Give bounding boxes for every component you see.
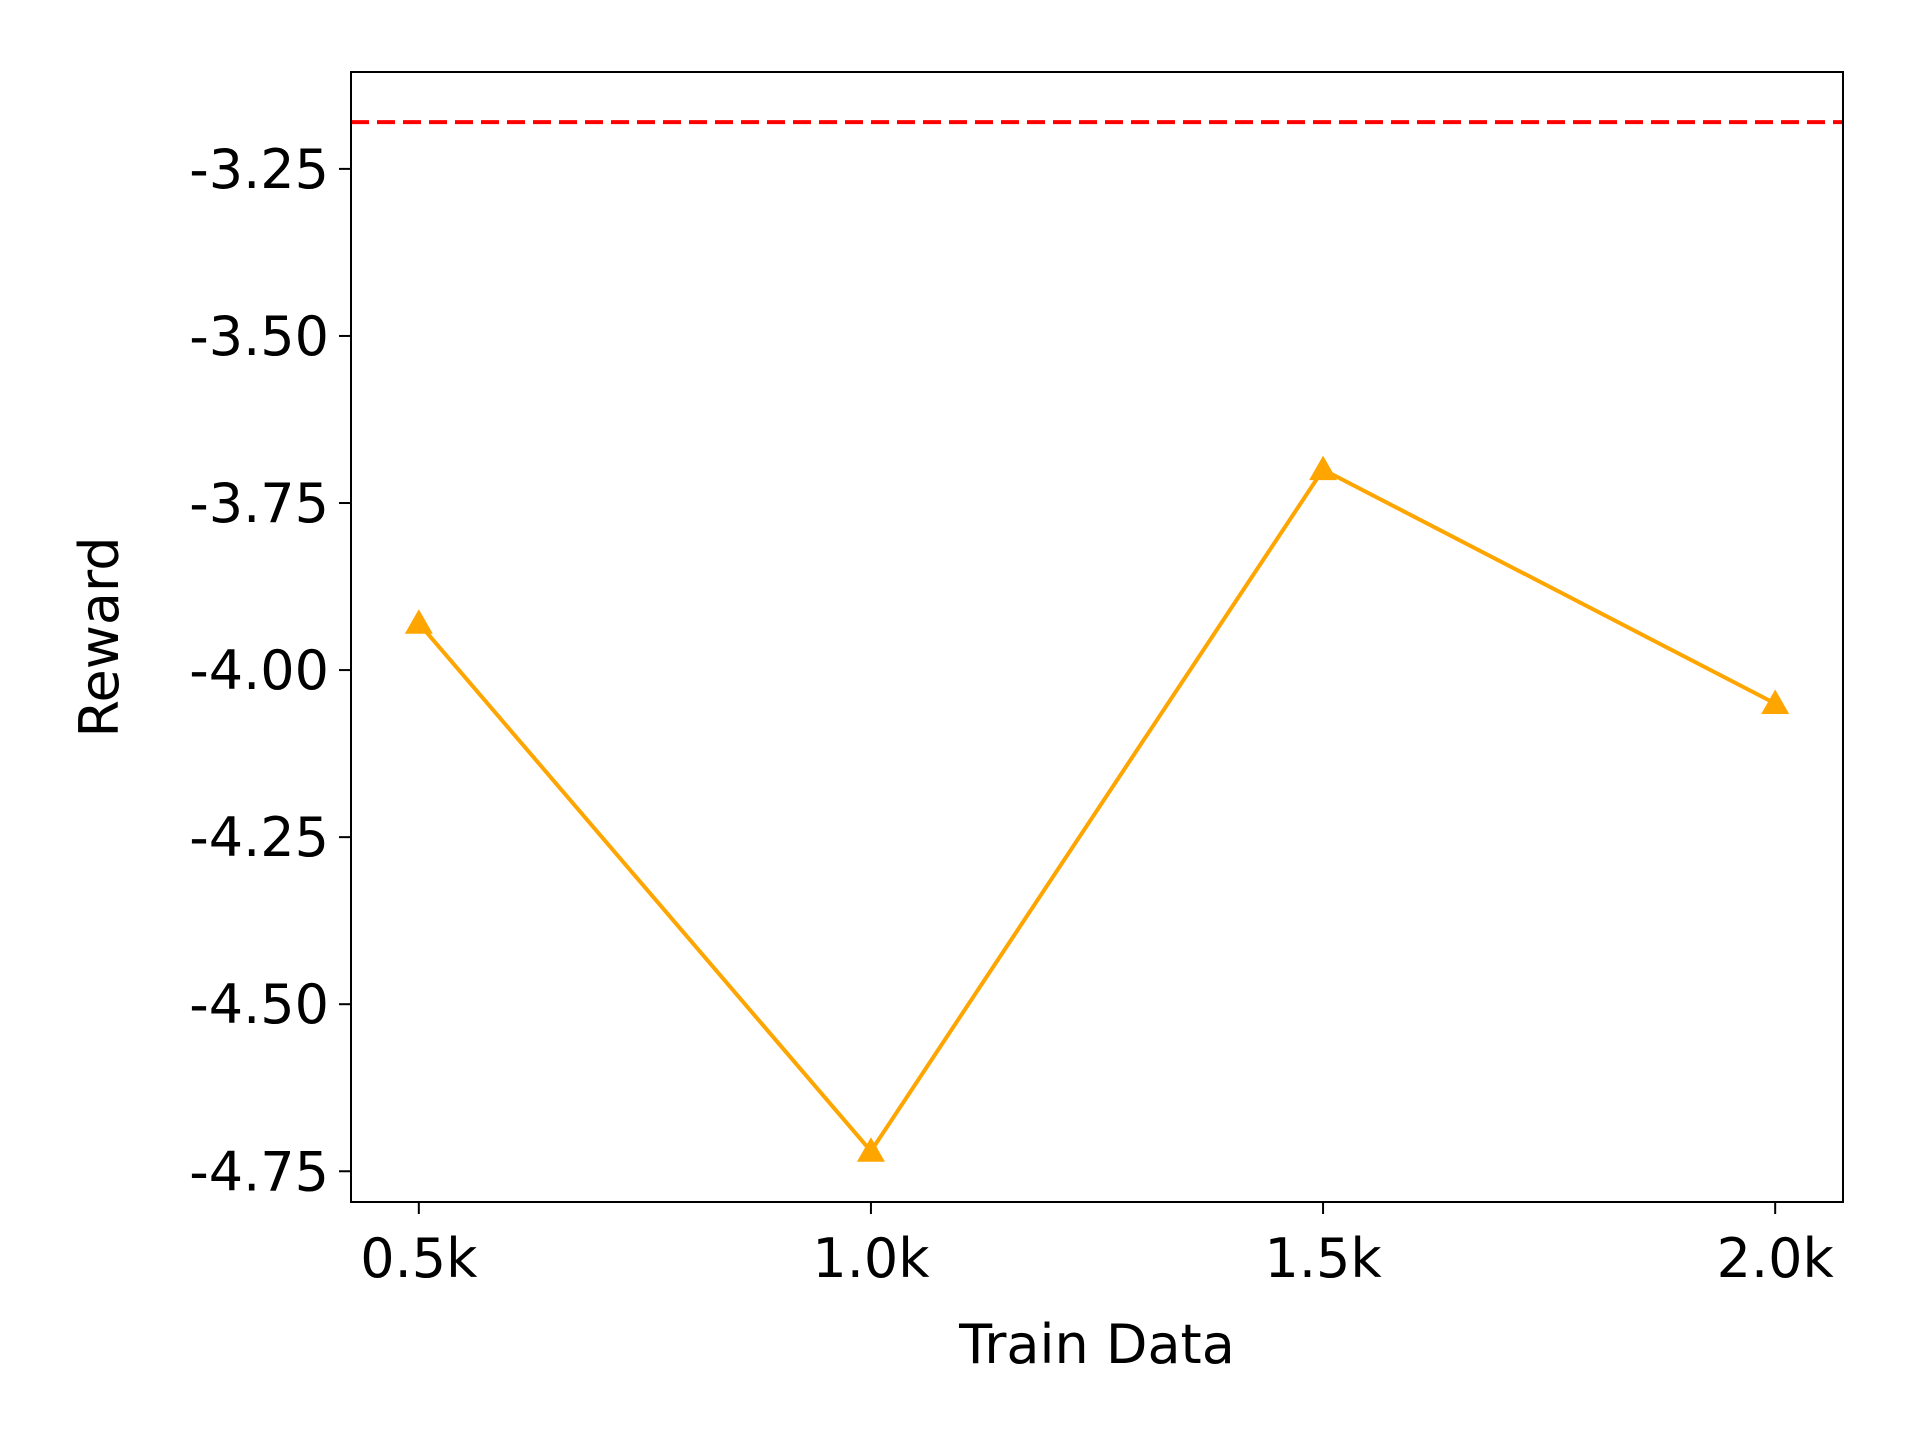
y-tick-label: -3.25 — [189, 138, 329, 201]
y-axis-label: Reward — [68, 536, 131, 737]
marker — [404, 609, 433, 634]
x-tick-label: 1.5k — [1264, 1227, 1382, 1290]
y-tick-label: -3.75 — [189, 472, 329, 535]
x-axis-label: Train Data — [958, 1313, 1235, 1376]
marker — [1309, 455, 1338, 481]
y-tick-label: -3.50 — [189, 305, 329, 368]
series-line — [417, 467, 1777, 1155]
y-tick-label: -4.75 — [189, 1140, 329, 1203]
y-tick-label: -4.00 — [189, 639, 329, 702]
x-tick-label: 2.0k — [1717, 1227, 1835, 1290]
marker — [856, 1137, 885, 1162]
y-tick-label: -4.50 — [189, 973, 329, 1036]
y-tick-label: -4.25 — [189, 806, 329, 869]
marker — [1761, 689, 1790, 714]
plot-frame — [350, 71, 1844, 1203]
x-tick-label: 1.0k — [812, 1227, 930, 1290]
x-tick-label: 0.5k — [360, 1227, 478, 1290]
